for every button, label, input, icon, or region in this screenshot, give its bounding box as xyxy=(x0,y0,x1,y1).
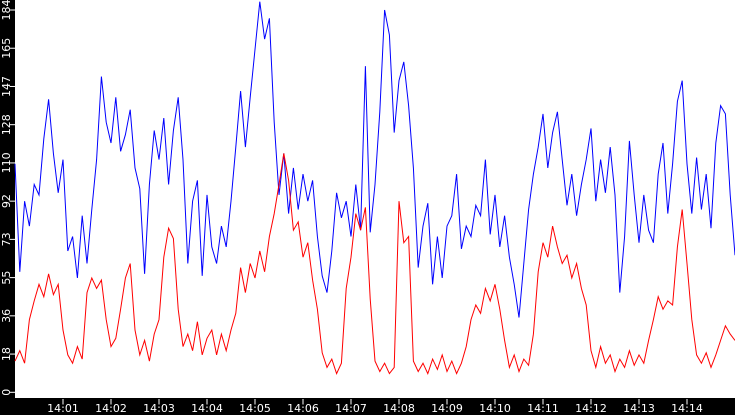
y-tick-label: 73 xyxy=(0,232,13,246)
red-series-line xyxy=(14,153,735,375)
plot-background xyxy=(15,0,735,398)
x-tick-label: 14:09 xyxy=(431,402,463,415)
x-tick-label: 14:03 xyxy=(143,402,175,415)
y-tick-label: 55 xyxy=(0,271,13,285)
x-tick-label: 14:05 xyxy=(239,402,271,415)
x-tick-label: 14:10 xyxy=(479,402,511,415)
x-tick-label: 14:14 xyxy=(671,402,703,415)
y-tick-label: 147 xyxy=(0,76,13,97)
x-tick-label: 14:07 xyxy=(335,402,367,415)
y-tick-label: 36 xyxy=(0,309,13,323)
series-lines xyxy=(14,1,735,375)
y-tick-label: 128 xyxy=(0,114,13,135)
x-tick-label: 14:01 xyxy=(47,402,79,415)
x-tick-label: 14:06 xyxy=(287,402,319,415)
blue-series-line xyxy=(14,1,735,318)
y-tick-label: 165 xyxy=(0,38,13,59)
y-axis: 0 18 36 55 73 92 110 128 147 165 184 xyxy=(0,0,15,396)
plot-area xyxy=(15,0,735,398)
y-tick-label: 92 xyxy=(0,194,13,208)
x-tick-label: 14:11 xyxy=(527,402,559,415)
x-tick-label: 14:08 xyxy=(383,402,415,415)
x-tick-label: 14:13 xyxy=(623,402,655,415)
y-tick-label: 0 xyxy=(0,389,13,396)
y-tick-label: 18 xyxy=(0,347,13,361)
x-tick-label: 14:04 xyxy=(191,402,223,415)
x-axis: 14:01 14:02 14:03 14:04 14:05 14:06 14:07 14:08… xyxy=(47,399,703,415)
y-tick-label: 110 xyxy=(0,152,13,173)
x-tick-label: 14:12 xyxy=(575,402,607,415)
y-tick-label: 184 xyxy=(0,0,13,21)
x-tick-label: 14:02 xyxy=(95,402,127,415)
